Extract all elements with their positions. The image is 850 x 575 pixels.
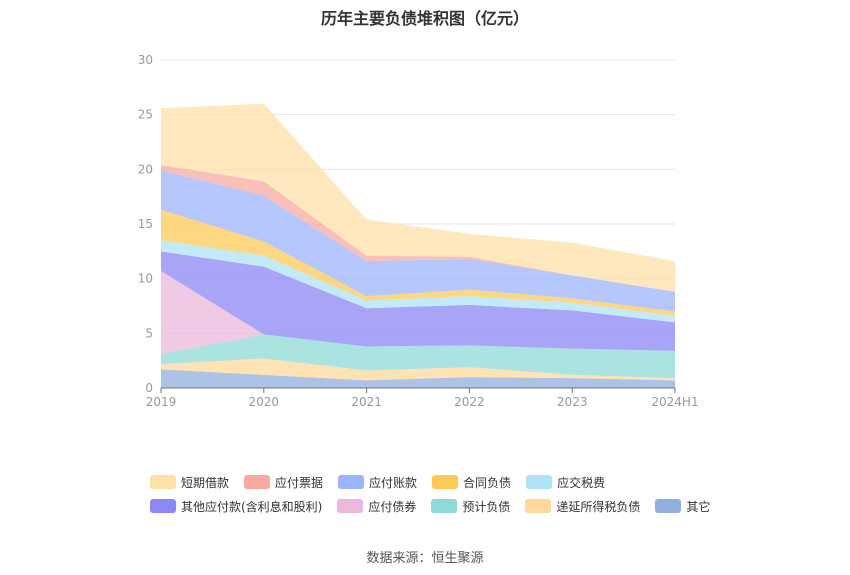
area-series-7 [161,170,675,312]
area-series-6 [161,209,675,316]
legend-item[interactable]: 其他应付款(含利息和股利) [150,498,322,515]
legend-label: 递延所得税负债 [556,499,641,514]
legend-item[interactable]: 递延所得税负债 [525,498,640,515]
area-series-8 [161,164,675,292]
x-tick-label: 2022 [454,395,485,409]
legend-item[interactable]: 其它 [655,498,710,515]
area-series-2 [161,334,675,379]
area-series-group [161,103,675,388]
legend-label: 其它 [686,499,711,514]
x-tick-label: 2019 [146,395,177,409]
y-tick-label: 30 [138,53,153,67]
y-tick-label: 5 [145,326,153,340]
legend-swatch [338,475,365,489]
legend-item[interactable]: 预计负债 [431,498,510,515]
y-tick-label: 25 [138,108,153,122]
y-tick-label: 0 [145,381,153,395]
legend-swatch [431,499,458,513]
legend-item[interactable]: 应付债券 [337,498,416,515]
axes: 0 5 10 15 20 25 30 2019 2020 2021 2022 2023 2024H1 [138,53,699,409]
legend-row: 其他应付款(含利息和股利) 应付债券 预计负债 递延所得税负债 其它 [150,494,750,518]
legend-label: 应交税费 [557,475,606,490]
x-tick-label: 2021 [351,395,382,409]
x-tick-label: 2020 [249,395,280,409]
legend-swatch [525,499,552,513]
chart-title: 历年主要负债堆积图（亿元） [320,9,529,28]
x-tick-label: 2024H1 [651,395,698,409]
legend-swatch [150,475,176,489]
y-tick-label: 20 [138,162,153,176]
area-series-9 [161,103,675,292]
legend-label: 合同负债 [463,475,512,490]
area-series-0 [161,369,675,388]
legend-label: 其他应付款(含利息和股利) [181,499,323,514]
legend-swatch [432,475,459,489]
legend-item[interactable]: 应付票据 [244,474,323,491]
legend-swatch [655,499,682,513]
legend-label: 预计负债 [462,499,511,514]
legend-item[interactable]: 应交税费 [526,474,605,491]
legend-swatch [526,475,553,489]
data-source-note: 数据来源：恒生聚源 [366,551,484,566]
legend-swatch [150,499,176,513]
legend-label: 短期借款 [181,475,230,490]
legend-label: 应付票据 [275,475,324,490]
area-series-1 [161,358,675,381]
y-tick-label: 10 [138,272,153,286]
legend-row: 短期借款 应付票据 应付账款 合同负债 应交税费 [150,470,750,494]
chart-legend: 短期借款 应付票据 应付账款 合同负债 应交税费其他应付款(含利息和股利) 应付债券 预计负… [150,470,750,518]
legend-swatch [337,499,364,513]
legend-item[interactable]: 应付账款 [338,474,417,491]
stacked-area-chart: 0 5 10 15 20 25 30 2019 2020 2021 2022 2023 2024H1 [138,53,699,409]
legend-label: 应付债券 [368,499,417,514]
legend-label: 应付账款 [369,475,418,490]
legend-item[interactable]: 短期借款 [150,474,229,491]
legend-swatch [244,475,271,489]
legend-item[interactable]: 合同负债 [432,474,511,491]
y-tick-label: 15 [138,217,153,231]
x-tick-label: 2023 [557,395,588,409]
area-series-5 [161,240,675,323]
area-series-4 [161,251,675,351]
